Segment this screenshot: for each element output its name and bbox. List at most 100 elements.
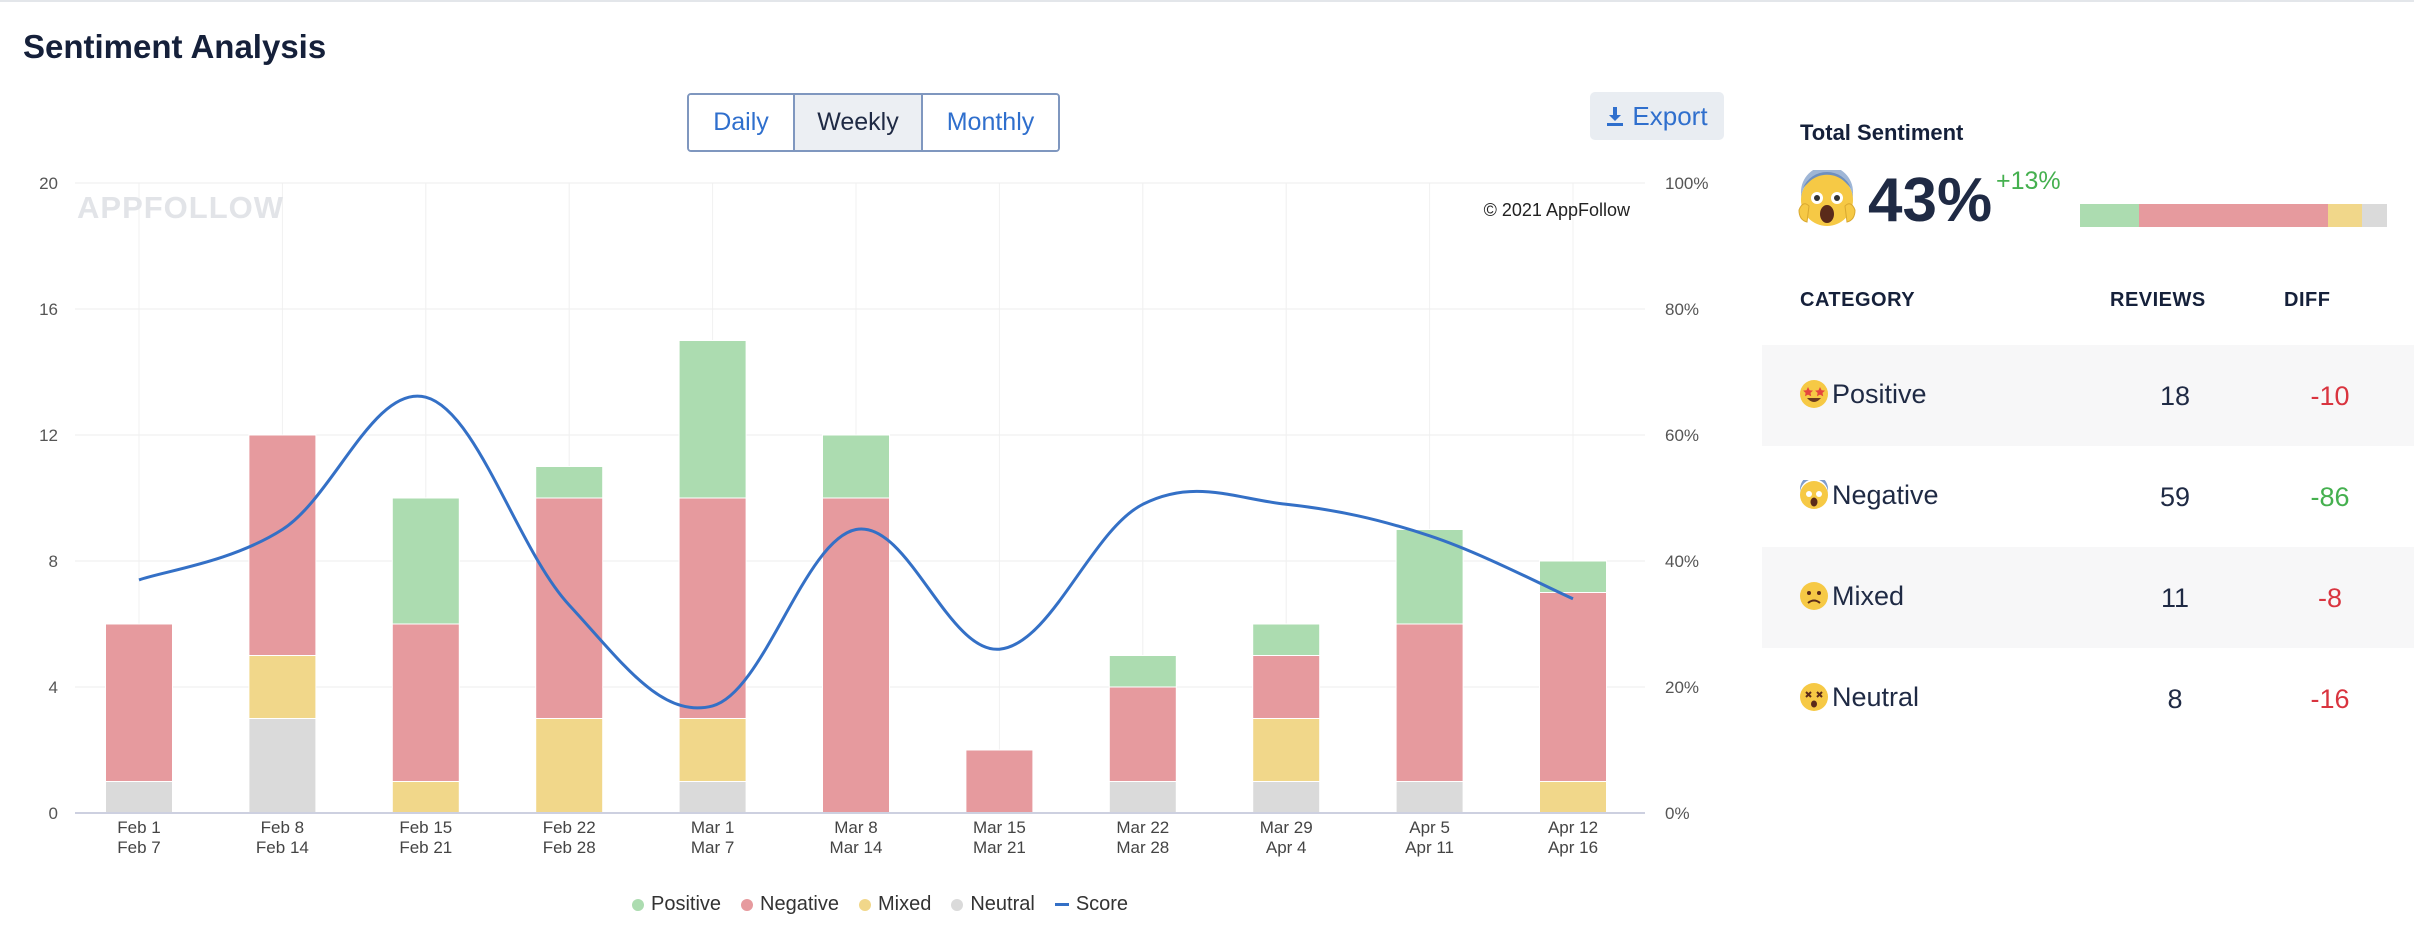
legend-label-positive: Positive bbox=[651, 893, 722, 915]
legend-item-positive[interactable]: Positive bbox=[632, 893, 721, 916]
bar-positive bbox=[535, 466, 604, 499]
period-toggle: Daily Weekly Monthly bbox=[687, 93, 1060, 152]
legend-item-neutral[interactable]: Neutral bbox=[951, 893, 1035, 916]
page-title: Sentiment Analysis bbox=[23, 28, 327, 65]
reviews-count: 8 bbox=[2167, 684, 2183, 714]
y-left-tick-label: 0 bbox=[49, 804, 58, 823]
diff-value: -86 bbox=[2310, 482, 2350, 512]
table-row-neutral[interactable]: Neutral 8 -16 bbox=[1762, 648, 2414, 749]
bar-neutral bbox=[105, 781, 173, 814]
diff-value: -10 bbox=[2310, 381, 2350, 411]
category-label: Neutral bbox=[1832, 682, 1920, 712]
bar-negative bbox=[1252, 655, 1321, 719]
column-header-diff: DIFF bbox=[2284, 289, 2331, 311]
x-tick-label: Mar 7 bbox=[691, 838, 734, 857]
column-header-reviews: REVIEWS bbox=[2110, 289, 2206, 311]
x-tick-label: Mar 28 bbox=[1116, 838, 1169, 857]
bar-negative bbox=[248, 434, 317, 656]
reviews-count: 59 bbox=[2159, 482, 2191, 512]
table-row-mixed[interactable]: Mixed 11 -8 bbox=[1762, 547, 2414, 648]
category-label: Mixed bbox=[1832, 581, 1905, 611]
x-tick-label: Feb 15 bbox=[399, 818, 452, 837]
period-weekly-button[interactable]: Weekly bbox=[795, 95, 923, 150]
x-tick-label: Mar 29 bbox=[1260, 818, 1313, 837]
total-sentiment-label: Total Sentiment bbox=[1800, 120, 1964, 145]
bar-mixed bbox=[391, 781, 460, 814]
x-tick-label: Apr 4 bbox=[1266, 838, 1307, 857]
sentiment-distribution-bar bbox=[2080, 204, 2390, 227]
legend-label-neutral: Neutral bbox=[970, 893, 1035, 915]
bar-negative bbox=[1395, 623, 1464, 782]
bar-neutral bbox=[248, 718, 317, 814]
bar-negative bbox=[1108, 686, 1177, 782]
x-tick-label: Mar 22 bbox=[1116, 818, 1169, 837]
column-header-category: CATEGORY bbox=[1800, 289, 1916, 311]
bar-positive bbox=[391, 497, 460, 625]
x-tick-label: Feb 7 bbox=[117, 838, 160, 857]
bar-mixed bbox=[678, 718, 747, 782]
period-monthly-button[interactable]: Monthly bbox=[923, 95, 1058, 150]
x-tick-label: Feb 28 bbox=[543, 838, 596, 857]
diff-value: -16 bbox=[2310, 684, 2350, 714]
x-tick-label: Mar 14 bbox=[830, 838, 883, 857]
category-label: Negative bbox=[1832, 480, 1939, 510]
x-tick-label: Apr 16 bbox=[1548, 838, 1598, 857]
bar-negative bbox=[1539, 592, 1607, 782]
legend-swatch-neutral bbox=[951, 898, 964, 911]
legend-item-negative[interactable]: Negative bbox=[741, 893, 839, 916]
x-tick-label: Apr 5 bbox=[1409, 818, 1450, 837]
distribution-negative bbox=[2138, 204, 2328, 227]
table-row-negative[interactable]: Negative 59 -86 bbox=[1762, 446, 2414, 547]
legend-swatch-mixed bbox=[858, 898, 871, 911]
legend-swatch-positive bbox=[632, 898, 644, 911]
y-right-tick-label: 100% bbox=[1665, 174, 1708, 193]
category-label: Positive bbox=[1832, 379, 1927, 409]
watermark: APPFOLLOW bbox=[77, 190, 284, 225]
y-left-tick-label: 16 bbox=[39, 300, 58, 319]
y-left-tick-label: 8 bbox=[49, 552, 58, 571]
bar-positive bbox=[678, 340, 747, 499]
chart-legend: Positive Negative Mixed Neutral Score bbox=[632, 893, 1128, 916]
x-tick-label: Feb 21 bbox=[399, 838, 452, 857]
export-label: Export bbox=[1632, 100, 1708, 131]
score-line bbox=[138, 394, 1574, 710]
bar-positive bbox=[822, 434, 890, 499]
legend-label-negative: Negative bbox=[760, 893, 839, 915]
distribution-mixed bbox=[2327, 204, 2363, 227]
bar-neutral bbox=[1108, 781, 1177, 814]
star-eyes-icon bbox=[1800, 380, 1828, 408]
export-button[interactable]: Export bbox=[1590, 92, 1724, 140]
bar-negative bbox=[391, 623, 460, 782]
legend-label-mixed: Mixed bbox=[877, 893, 932, 915]
bar-mixed bbox=[535, 718, 604, 814]
legend-item-mixed[interactable]: Mixed bbox=[858, 893, 932, 916]
bar-negative bbox=[105, 623, 173, 782]
y-left-tick-label: 4 bbox=[49, 678, 58, 697]
total-sentiment-value: 43% bbox=[1868, 166, 1993, 235]
y-right-tick-label: 80% bbox=[1665, 300, 1699, 319]
distribution-neutral bbox=[2362, 204, 2387, 227]
x-tick-label: Apr 11 bbox=[1405, 838, 1454, 857]
bar-negative bbox=[678, 497, 747, 719]
top-border bbox=[0, 0, 2414, 2]
y-right-tick-label: 20% bbox=[1665, 678, 1699, 697]
legend-swatch-score bbox=[1054, 903, 1069, 906]
x-tick-label: Mar 8 bbox=[834, 818, 877, 837]
legend-item-score[interactable]: Score bbox=[1054, 893, 1129, 916]
bar-positive bbox=[1252, 623, 1321, 656]
period-daily-button[interactable]: Daily bbox=[689, 95, 795, 150]
x-tick-label: Mar 15 bbox=[973, 818, 1026, 837]
y-right-tick-label: 40% bbox=[1665, 552, 1699, 571]
legend-label-score: Score bbox=[1075, 893, 1129, 915]
dizzy-face-icon bbox=[1800, 683, 1828, 711]
y-right-tick-label: 60% bbox=[1665, 426, 1699, 445]
y-left-tick-label: 12 bbox=[39, 426, 58, 445]
x-tick-label: Mar 21 bbox=[973, 838, 1026, 857]
confused-face-icon bbox=[1800, 582, 1828, 610]
scream-emoji-icon bbox=[1798, 170, 1856, 226]
bar-negative bbox=[965, 749, 1034, 814]
table-row-positive[interactable]: Positive 18 -10 bbox=[1762, 345, 2414, 446]
download-icon bbox=[1607, 107, 1624, 126]
y-right-tick-label: 0% bbox=[1665, 804, 1690, 823]
bar-mixed bbox=[1539, 781, 1607, 814]
